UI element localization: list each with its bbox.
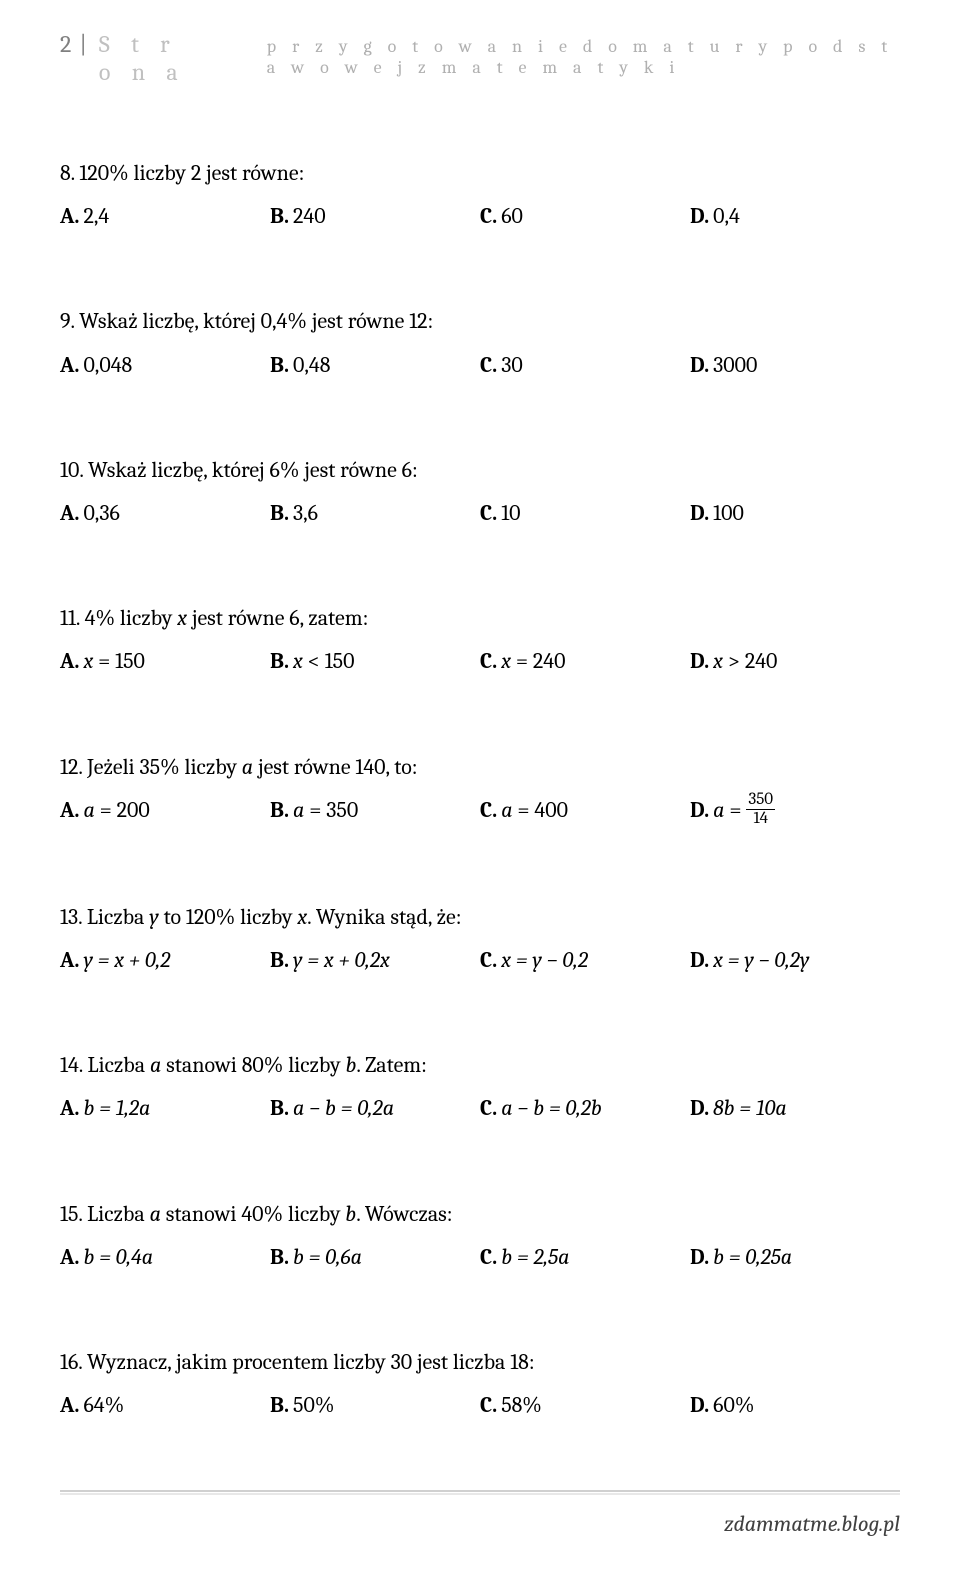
- question-text: 11. 4% liczby x jest równe 6, zatem:: [60, 601, 900, 636]
- answer-b: B.240: [270, 199, 480, 234]
- answer-row: A.0,36 B.3,6 C.10 D.100: [60, 496, 900, 531]
- answer-c: C.10: [480, 496, 690, 531]
- answer-d: D.0,4: [690, 199, 900, 234]
- question-text: 14. Liczba a stanowi 80% liczby b. Zatem…: [60, 1048, 900, 1083]
- question-body: Wyznacz, jakim procentem liczby 30 jest …: [87, 1349, 535, 1375]
- page-number: 2: [60, 30, 73, 58]
- question-text: 10. Wskaż liczbę, której 6% jest równe 6…: [60, 453, 900, 488]
- answer-row: A.b = 1,2a B.a − b = 0,2a C.a − b = 0,2b…: [60, 1091, 900, 1126]
- question-11: 11. 4% liczby x jest równe 6, zatem: A.x…: [60, 601, 900, 679]
- answer-b: B.x < 150: [270, 644, 480, 679]
- answer-c: C.a − b = 0,2b: [480, 1091, 690, 1126]
- question-15: 15. Liczba a stanowi 40% liczby b. Wówcz…: [60, 1197, 900, 1275]
- answer-c: C.60: [480, 199, 690, 234]
- fraction: 35014: [746, 791, 775, 828]
- answer-b: B.a = 350: [270, 793, 480, 830]
- question-text: 16. Wyznacz, jakim procentem liczby 30 j…: [60, 1345, 900, 1380]
- answer-a: A.a = 200: [60, 793, 270, 830]
- footer-divider: [60, 1490, 900, 1495]
- answer-c: C.a = 400: [480, 793, 690, 830]
- answer-d: D.a = 35014: [690, 793, 900, 830]
- answer-a: A.y = x + 0,2: [60, 943, 270, 978]
- answer-b: B.b = 0,6a: [270, 1240, 480, 1275]
- answer-d: D.60%: [690, 1388, 900, 1423]
- question-number: 14.: [60, 1052, 83, 1078]
- answer-d: D.b = 0,25a: [690, 1240, 900, 1275]
- answer-a: A.b = 1,2a: [60, 1091, 270, 1126]
- answer-d: D.x = y − 0,2y: [690, 943, 900, 978]
- answer-d: D.x > 240: [690, 644, 900, 679]
- question-12: 12. Jeżeli 35% liczby a jest równe 140, …: [60, 750, 900, 830]
- answer-row: A.b = 0,4a B.b = 0,6a C.b = 2,5a D.b = 0…: [60, 1240, 900, 1275]
- answer-b: B.y = x + 0,2x: [270, 943, 480, 978]
- answer-b: B.a − b = 0,2a: [270, 1091, 480, 1126]
- question-text: 12. Jeżeli 35% liczby a jest równe 140, …: [60, 750, 900, 785]
- answer-a: A.0,36: [60, 496, 270, 531]
- answer-c: C.x = 240: [480, 644, 690, 679]
- question-9: 9. Wskaż liczbę, której 0,4% jest równe …: [60, 304, 900, 382]
- question-number: 8.: [60, 160, 75, 186]
- question-text: 9. Wskaż liczbę, której 0,4% jest równe …: [60, 304, 900, 339]
- question-text: 15. Liczba a stanowi 40% liczby b. Wówcz…: [60, 1197, 900, 1232]
- question-number: 11.: [60, 605, 80, 631]
- question-10: 10. Wskaż liczbę, której 6% jest równe 6…: [60, 453, 900, 531]
- answer-d: D.8b = 10a: [690, 1091, 900, 1126]
- footer-url: zdammatme.blog.pl: [724, 1511, 900, 1537]
- question-number: 9.: [60, 308, 74, 334]
- answer-row: A.64% B.50% C.58% D.60%: [60, 1388, 900, 1423]
- question-number: 13.: [60, 904, 82, 930]
- question-number: 10.: [60, 457, 83, 483]
- page-label: S t r o n a: [99, 30, 207, 86]
- answer-b: B.50%: [270, 1388, 480, 1423]
- question-text: 13. Liczba y to 120% liczby x. Wynika st…: [60, 900, 900, 935]
- answer-d: D.3000: [690, 348, 900, 383]
- question-8: 8. 120% liczby 2 jest równe: A.2,4 B.240…: [60, 156, 900, 234]
- answer-row: A.a = 200 B.a = 350 C.a = 400 D.a = 3501…: [60, 793, 900, 830]
- question-16: 16. Wyznacz, jakim procentem liczby 30 j…: [60, 1345, 900, 1423]
- answer-a: A.2,4: [60, 199, 270, 234]
- answer-a: A.b = 0,4a: [60, 1240, 270, 1275]
- answer-row: A.x = 150 B.x < 150 C.x = 240 D.x > 240: [60, 644, 900, 679]
- answer-row: A.y = x + 0,2 B.y = x + 0,2x C.x = y − 0…: [60, 943, 900, 978]
- answer-c: C.58%: [480, 1388, 690, 1423]
- question-body: 120% liczby 2 jest równe:: [79, 160, 304, 186]
- answer-b: B.0,48: [270, 348, 480, 383]
- question-13: 13. Liczba y to 120% liczby x. Wynika st…: [60, 900, 900, 978]
- question-text: 8. 120% liczby 2 jest równe:: [60, 156, 900, 191]
- answer-a: A.64%: [60, 1388, 270, 1423]
- page-header: 2 | S t r o n a p r z y g o t o w a n i …: [60, 30, 900, 86]
- question-number: 15.: [60, 1201, 82, 1227]
- answer-b: B.3,6: [270, 496, 480, 531]
- question-14: 14. Liczba a stanowi 80% liczby b. Zatem…: [60, 1048, 900, 1126]
- answer-d: D.100: [690, 496, 900, 531]
- question-number: 16.: [60, 1349, 82, 1375]
- page-subtitle: p r z y g o t o w a n i e d o m a t u r …: [267, 36, 900, 78]
- question-body: Wskaż liczbę, której 6% jest równe 6:: [88, 457, 418, 483]
- answer-a: A.0,048: [60, 348, 270, 383]
- page-num-sep: |: [79, 30, 87, 58]
- answer-a: A.x = 150: [60, 644, 270, 679]
- question-body: Wskaż liczbę, której 0,4% jest równe 12:: [79, 308, 433, 334]
- answer-row: A.2,4 B.240 C.60 D.0,4: [60, 199, 900, 234]
- question-number: 12.: [60, 754, 82, 780]
- answer-c: C.30: [480, 348, 690, 383]
- answer-row: A.0,048 B.0,48 C.30 D.3000: [60, 348, 900, 383]
- answer-c: C.b = 2,5a: [480, 1240, 690, 1275]
- answer-c: C.x = y − 0,2: [480, 943, 690, 978]
